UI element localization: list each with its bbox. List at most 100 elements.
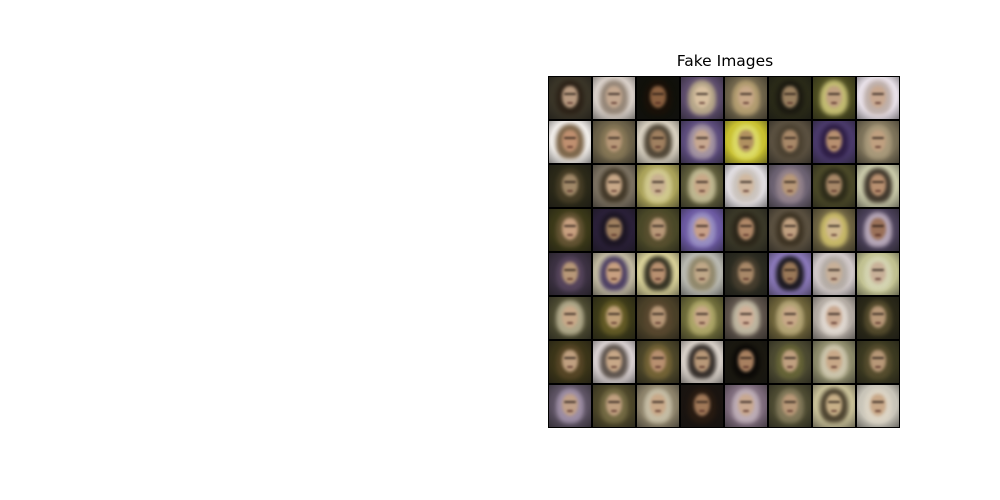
face-region: [650, 86, 666, 109]
generated-face-image: [593, 121, 635, 163]
eyes-region: [652, 400, 664, 404]
eyes-region: [740, 312, 752, 316]
mouth-region: [566, 366, 574, 368]
eyes-region: [564, 180, 576, 184]
eyes-region: [828, 136, 840, 140]
mouth-region: [874, 234, 882, 236]
generated-face-image: [813, 253, 855, 295]
eyes-region: [740, 180, 752, 184]
generated-face-image: [725, 341, 767, 383]
face-region: [782, 218, 798, 241]
mouth-region: [654, 366, 662, 368]
face-region: [606, 218, 622, 241]
eyes-region: [784, 92, 796, 96]
eyes-region: [784, 312, 796, 316]
eyes-region: [608, 136, 620, 140]
eyes-region: [696, 268, 708, 272]
mouth-region: [566, 322, 574, 324]
generated-face-image: [593, 209, 635, 251]
eyes-region: [872, 224, 884, 228]
mouth-region: [874, 190, 882, 192]
mouth-region: [566, 234, 574, 236]
generated-face-image: [593, 253, 635, 295]
generated-face-image: [813, 165, 855, 207]
generated-face-image: [637, 385, 679, 427]
generated-face-image: [593, 341, 635, 383]
mouth-region: [786, 278, 794, 280]
eyes-region: [696, 356, 708, 360]
mouth-region: [742, 190, 750, 192]
mouth-region: [698, 410, 706, 412]
face-region: [606, 262, 622, 285]
eyes-region: [696, 224, 708, 228]
eyes-region: [608, 400, 620, 404]
eyes-region: [784, 356, 796, 360]
face-region: [870, 174, 886, 197]
eyes-region: [740, 136, 752, 140]
eyes-region: [828, 312, 840, 316]
mouth-region: [830, 366, 838, 368]
eyes-region: [784, 400, 796, 404]
face-region: [694, 306, 710, 329]
face-region: [870, 394, 886, 417]
eyes-region: [696, 136, 708, 140]
mouth-region: [654, 278, 662, 280]
eyes-region: [828, 92, 840, 96]
generated-face-image: [813, 77, 855, 119]
generated-face-image: [593, 77, 635, 119]
face-region: [826, 174, 842, 197]
mouth-region: [654, 146, 662, 148]
face-region: [870, 306, 886, 329]
generated-face-image: [769, 253, 811, 295]
mouth-region: [566, 410, 574, 412]
eyes-region: [872, 136, 884, 140]
generated-face-image: [857, 209, 899, 251]
face-region: [650, 218, 666, 241]
face-region: [782, 262, 798, 285]
face-region: [870, 262, 886, 285]
eyes-region: [740, 224, 752, 228]
eyes-region: [828, 400, 840, 404]
face-region: [782, 86, 798, 109]
eyes-region: [652, 136, 664, 140]
eyes-region: [872, 180, 884, 184]
face-region: [738, 218, 754, 241]
generated-face-image: [725, 253, 767, 295]
face-region: [650, 130, 666, 153]
face-region: [826, 394, 842, 417]
mouth-region: [830, 190, 838, 192]
generated-face-image: [681, 385, 723, 427]
generated-face-image: [813, 341, 855, 383]
mouth-region: [610, 146, 618, 148]
mouth-region: [698, 146, 706, 148]
generated-face-image: [857, 297, 899, 339]
face-region: [738, 130, 754, 153]
mouth-region: [566, 278, 574, 280]
generated-face-image: [637, 77, 679, 119]
eyes-region: [784, 268, 796, 272]
generated-face-image: [725, 209, 767, 251]
generated-face-image: [637, 297, 679, 339]
eyes-region: [608, 92, 620, 96]
face-region: [562, 350, 578, 373]
eyes-region: [608, 180, 620, 184]
eyes-region: [828, 268, 840, 272]
eyes-region: [740, 268, 752, 272]
mouth-region: [610, 190, 618, 192]
face-region: [826, 218, 842, 241]
face-region: [650, 262, 666, 285]
mouth-region: [742, 278, 750, 280]
generated-face-image: [769, 209, 811, 251]
generated-face-image: [857, 165, 899, 207]
mouth-region: [830, 278, 838, 280]
generated-face-image: [681, 341, 723, 383]
face-region: [782, 306, 798, 329]
eyes-region: [564, 356, 576, 360]
generated-face-image: [813, 385, 855, 427]
generated-face-image: [813, 121, 855, 163]
mouth-region: [698, 278, 706, 280]
generated-face-image: [857, 253, 899, 295]
mouth-region: [830, 322, 838, 324]
face-region: [694, 130, 710, 153]
generated-face-image: [857, 121, 899, 163]
